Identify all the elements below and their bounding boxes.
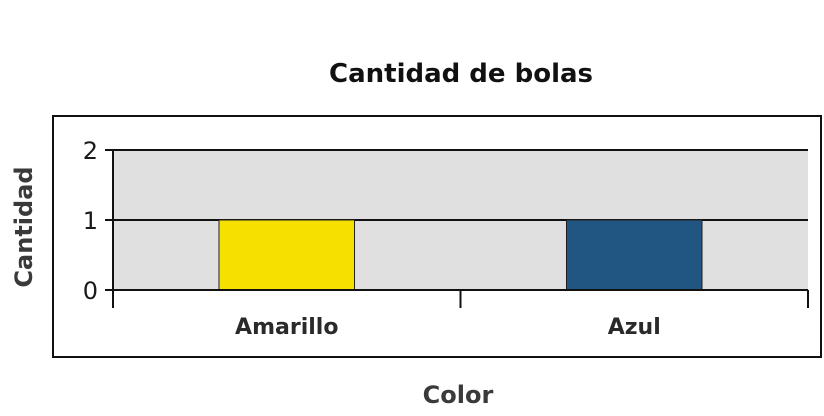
y-axis-ticks: 0 1 2 (83, 137, 113, 305)
x-axis-label: Color (423, 381, 494, 409)
y-tick-label-2: 2 (83, 137, 98, 165)
x-tick-label-amarillo: Amarillo (235, 315, 338, 340)
y-tick-label-0: 0 (83, 277, 98, 305)
bar-amarillo (218, 219, 356, 291)
y-axis-label: Cantidad (10, 166, 38, 287)
bar-azul (565, 219, 703, 291)
bars (218, 219, 703, 291)
y-tick-label-1: 1 (83, 207, 98, 235)
chart-title: Cantidad de bolas (329, 59, 593, 89)
x-tick-label-azul: Azul (608, 315, 661, 340)
chart-frame (52, 115, 822, 358)
x-axis-tick-labels: Amarillo Azul (235, 315, 661, 340)
x-axis (112, 150, 809, 308)
